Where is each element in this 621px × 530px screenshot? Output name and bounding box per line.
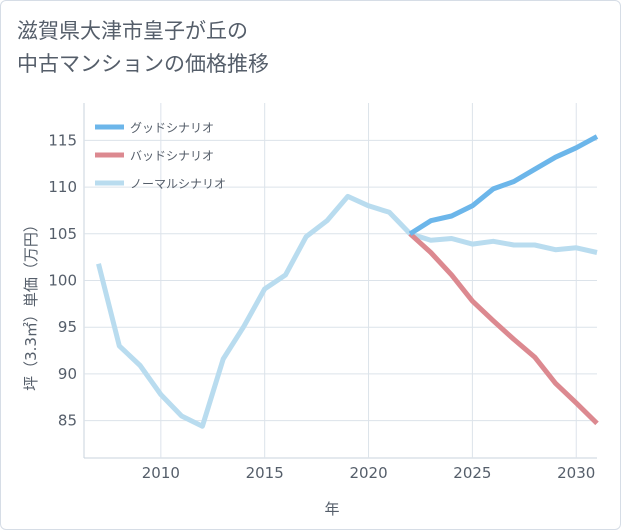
x-tick-labels: 2010 2015 2020 2025 2030	[142, 464, 596, 482]
y-tick-label: 115	[48, 131, 77, 149]
chart-title: 滋賀県大津市皇子が丘の 中古マンションの価格推移	[17, 15, 269, 81]
x-tick-label: 2020	[349, 464, 387, 482]
y-tick-label: 100	[48, 272, 77, 290]
chart-title-line-1: 滋賀県大津市皇子が丘の	[17, 19, 248, 43]
y-tick-label: 110	[48, 178, 77, 196]
y-tick-label: 85	[58, 412, 77, 430]
series-line-2	[96, 193, 598, 429]
series-line-1	[408, 231, 599, 426]
x-tick-label: 2030	[557, 464, 595, 482]
grid	[83, 103, 597, 459]
chart-title-line-2: 中古マンションの価格推移	[17, 52, 269, 76]
x-axis-label: 年	[324, 500, 339, 518]
y-axis-label: 坪（3.3㎡）単価（万円）	[22, 217, 40, 391]
y-tick-label: 105	[48, 225, 77, 243]
y-tick-label: 95	[58, 318, 77, 336]
y-tick-label: 90	[58, 365, 77, 383]
x-tick-label: 2010	[142, 464, 180, 482]
legend-label: バッドシナリオ	[130, 149, 214, 163]
legend-label: ノーマルシナリオ	[130, 177, 226, 191]
y-tick-labels: 85 90 95 100 105 110 115	[48, 131, 77, 429]
legend-label: グッドシナリオ	[130, 121, 214, 135]
x-tick-label: 2015	[246, 464, 284, 482]
series-lines	[96, 134, 599, 429]
series-line-0	[408, 134, 599, 236]
x-tick-label: 2025	[453, 464, 491, 482]
